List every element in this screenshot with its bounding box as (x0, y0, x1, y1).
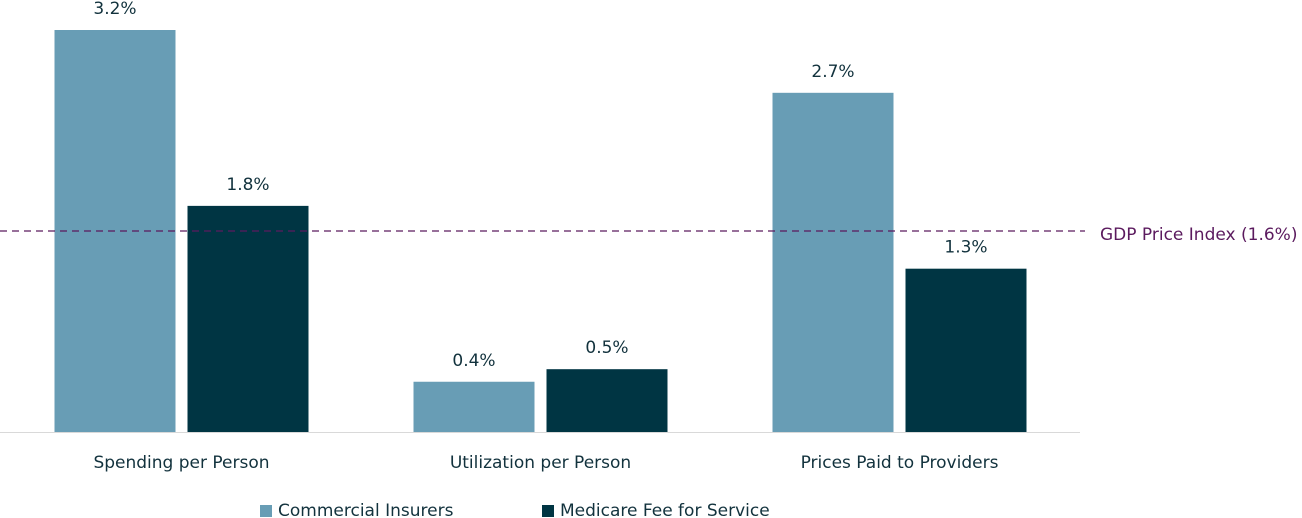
value-label: 1.8% (226, 175, 269, 195)
legend-label: Medicare Fee for Service (560, 501, 770, 518)
x-tick-label: Utilization per Person (450, 453, 631, 473)
x-tick-label: Spending per Person (93, 453, 269, 473)
reference-label: GDP Price Index (1.6%) (1100, 225, 1297, 245)
value-label: 0.4% (452, 351, 495, 371)
x-tick-label: Prices Paid to Providers (801, 453, 999, 473)
bar (187, 205, 309, 432)
value-label: 0.5% (585, 338, 628, 358)
legend-label: Commercial Insurers (278, 501, 454, 518)
bar (413, 381, 535, 432)
value-label: 3.2% (93, 0, 136, 19)
value-label: 1.3% (944, 238, 987, 258)
value-label: 2.7% (811, 62, 854, 82)
bar (905, 268, 1027, 432)
legend-swatch (542, 505, 554, 517)
legend-swatch (260, 505, 272, 517)
bar (546, 369, 668, 432)
bar (772, 92, 894, 432)
